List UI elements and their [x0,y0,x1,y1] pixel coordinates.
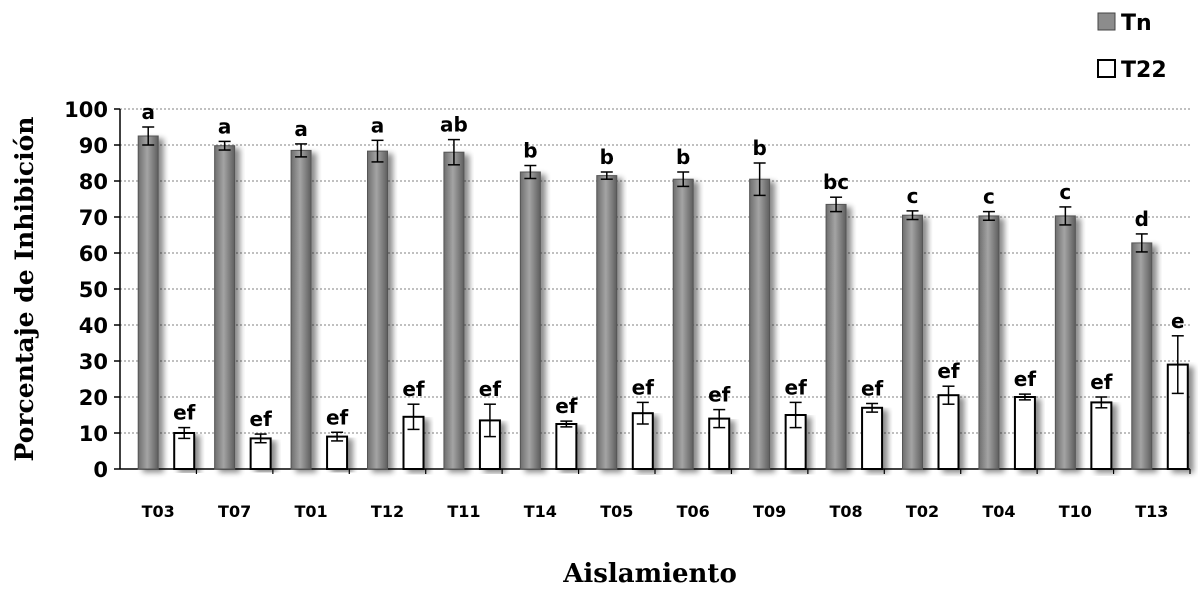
significance-label-t22: ef [632,375,655,399]
x-tick-label: T01 [294,502,327,521]
x-tick-label: T10 [1059,502,1092,521]
x-tick-label: T14 [524,502,557,521]
bar-t22-t04 [1013,396,1036,470]
legend-label-tn: Tn [1121,11,1152,36]
significance-label-tn: b [600,145,614,169]
y-tick-label: 90 [79,134,108,158]
significance-label-t22: ef [708,383,731,407]
y-tick-label: 40 [79,314,108,338]
significance-label-tn: b [523,139,537,163]
x-tick-label: T07 [218,502,251,521]
x-tick-label: T08 [829,502,862,521]
legend: Tn T22 [1097,11,1167,83]
y-tick-label: 80 [79,170,108,194]
bar-tn-t06 [672,178,694,470]
bar-tn-t10 [1054,215,1076,470]
x-tick-label: T12 [371,502,404,521]
significance-label-t22: ef [173,401,196,425]
axes: 0 10 20 30 40 50 60 70 80 90 100 T03 T07 T01 T12 T11 T14… [64,98,1191,521]
x-tick-label: T09 [753,502,786,521]
y-tick-label: 70 [79,206,108,230]
bar-t22-t14 [555,423,578,470]
significance-label-tn: a [141,100,155,124]
bar-t22-t02 [937,394,960,471]
y-tick-label: 10 [79,422,108,446]
significance-label-t22: ef [402,377,425,401]
x-tick-label: T13 [1135,502,1168,521]
labels: a ef a ef a ef a ef ab ef b ef b ef b ef b ef bc ef c ef c ef c e… [141,100,1184,431]
legend-label-t22: T22 [1121,58,1167,83]
y-tick-label: 100 [64,98,108,122]
x-tick-label: T05 [600,502,633,521]
significance-label-t22: ef [785,375,808,399]
bar-tn-t08 [825,203,847,470]
significance-label-t22: e [1171,309,1185,333]
bar-tn-t12 [367,150,388,470]
bar-tn-t11 [443,151,465,470]
bar-t22-t10 [1090,401,1113,470]
bar-tn-t03 [137,135,159,470]
legend-swatch-tn [1097,12,1116,31]
significance-label-tn: c [1059,180,1071,204]
bar-tn-t01 [290,149,312,470]
significance-label-t22: ef [1090,370,1113,394]
y-tick-label: 30 [79,350,108,374]
x-axis-label: Aislamiento [562,559,737,589]
significance-label-tn: ab [440,113,468,137]
significance-label-t22: ef [479,377,502,401]
bar-tn-t05 [596,175,618,470]
bars [137,126,1189,471]
x-tick-label: T04 [982,502,1015,521]
significance-label-tn: bc [823,170,849,194]
y-axis-label: Porcentaje de Inhibición [10,117,39,462]
legend-swatch-t22 [1097,59,1116,78]
significance-label-t22: ef [250,407,273,431]
bar-tn-t14 [519,171,541,470]
significance-label-t22: ef [555,394,578,418]
significance-label-tn: a [371,113,385,137]
bar-tn-t07 [214,145,236,470]
significance-label-tn: b [752,136,766,160]
significance-label-tn: c [907,184,919,208]
bar-tn-t02 [902,214,923,470]
y-tick-label: 20 [79,386,108,410]
significance-label-tn: a [294,117,308,141]
y-tick-label: 60 [79,242,108,266]
x-tick-label: T06 [677,502,710,521]
significance-label-tn: d [1135,207,1149,231]
y-tick-label: 50 [79,278,108,302]
y-tick-label: 0 [93,458,108,482]
x-tick-label: T02 [906,502,939,521]
x-tick-label: T03 [142,502,175,521]
x-tick-label: T11 [447,502,480,521]
significance-label-tn: a [218,114,232,138]
significance-label-t22: ef [1014,367,1037,391]
significance-label-t22: ef [326,405,349,429]
significance-label-tn: b [676,145,690,169]
significance-label-tn: c [983,185,995,209]
significance-label-t22: ef [861,376,884,400]
bar-tn-t04 [978,215,1000,470]
bar-tn-t13 [1131,242,1153,470]
bar-t22-t08 [861,406,884,470]
significance-label-t22: ef [937,359,960,383]
bar-tn-t09 [749,178,771,470]
